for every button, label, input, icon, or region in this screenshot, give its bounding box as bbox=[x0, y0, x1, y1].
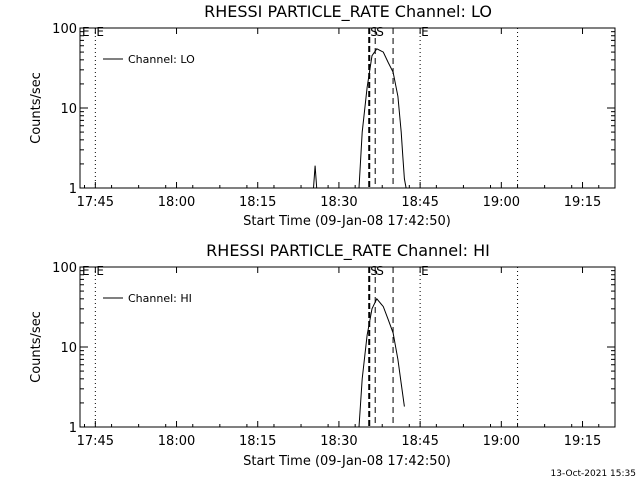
x-tick-label: 19:00 bbox=[483, 434, 520, 449]
y-tick-label: 10 bbox=[60, 102, 77, 117]
series-line bbox=[358, 297, 405, 428]
series-line bbox=[313, 165, 318, 189]
x-axis-label: Start Time (09-Jan-08 17:42:50) bbox=[243, 454, 451, 469]
y-tick-label: 100 bbox=[52, 22, 77, 37]
event-marker-label: E bbox=[421, 264, 429, 278]
chart-title: RHESSI PARTICLE_RATE Channel: HI bbox=[206, 241, 490, 261]
x-tick-label: 17:45 bbox=[77, 434, 114, 449]
y-tick-label: 1 bbox=[69, 421, 77, 436]
x-tick-label: 18:45 bbox=[401, 195, 438, 210]
x-tick-label: 19:00 bbox=[483, 195, 520, 210]
plot-frame bbox=[79, 266, 616, 428]
y-axis-label: Counts/sec bbox=[29, 72, 44, 144]
x-tick-label: 18:45 bbox=[401, 434, 438, 449]
y-axis-label: Counts/sec bbox=[29, 311, 44, 383]
x-tick-label: 18:15 bbox=[239, 434, 276, 449]
plot-frame bbox=[79, 27, 616, 189]
y-tick-label: 1 bbox=[69, 182, 77, 197]
x-tick-label: 18:15 bbox=[239, 195, 276, 210]
x-tick-label: 19:15 bbox=[564, 195, 601, 210]
x-tick-label: 19:15 bbox=[564, 434, 601, 449]
event-marker-label-edge: E bbox=[82, 25, 90, 39]
event-marker-label-edge: E bbox=[82, 264, 90, 278]
event-marker-label: S bbox=[376, 264, 384, 278]
x-axis-label: Start Time (09-Jan-08 17:42:50) bbox=[243, 214, 451, 229]
event-marker-label: S bbox=[370, 25, 378, 39]
legend-label: Channel: LO bbox=[128, 53, 195, 66]
panel-lo: RHESSI PARTICLE_RATE Channel: LO Counts/… bbox=[29, 2, 616, 229]
series-line bbox=[358, 48, 407, 189]
x-tick-label: 17:45 bbox=[77, 195, 114, 210]
event-marker-label: E bbox=[421, 25, 429, 39]
event-marker-label: E bbox=[96, 264, 104, 278]
event-marker-label: E bbox=[96, 25, 104, 39]
x-tick-label: 18:00 bbox=[158, 195, 195, 210]
event-marker-label: S bbox=[370, 264, 378, 278]
event-marker-label: S bbox=[376, 25, 384, 39]
y-tick-label: 100 bbox=[52, 261, 77, 276]
panel-hi: RHESSI PARTICLE_RATE Channel: HI Counts/… bbox=[29, 241, 616, 469]
chart-title: RHESSI PARTICLE_RATE Channel: LO bbox=[204, 2, 492, 22]
x-tick-label: 18:30 bbox=[320, 434, 357, 449]
x-tick-label: 18:00 bbox=[158, 434, 195, 449]
footer-timestamp: 13-Oct-2021 15:35 bbox=[551, 469, 636, 479]
legend-label: Channel: HI bbox=[128, 292, 192, 305]
y-tick-label: 10 bbox=[60, 341, 77, 356]
x-tick-label: 18:30 bbox=[320, 195, 357, 210]
